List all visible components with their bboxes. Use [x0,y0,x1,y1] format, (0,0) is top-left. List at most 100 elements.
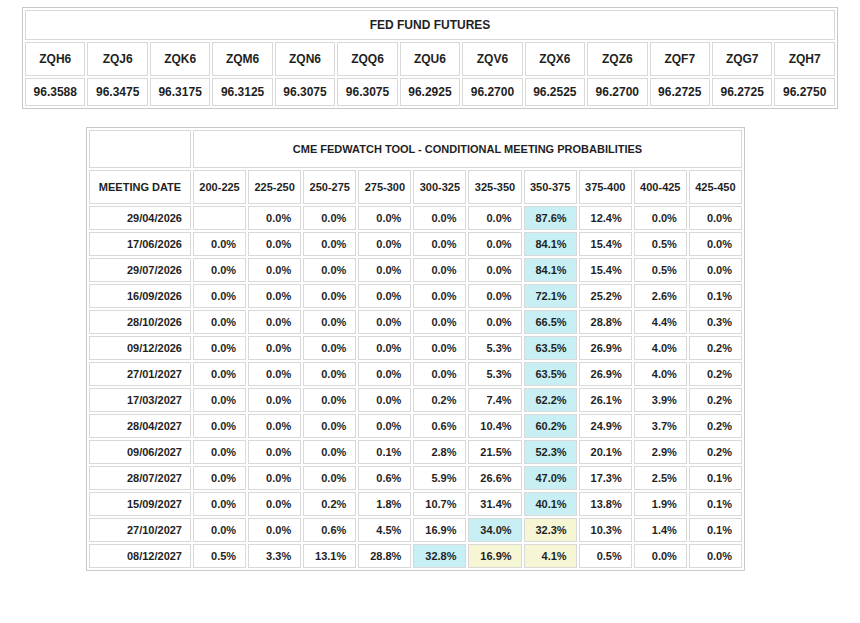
probability-cell: 0.0% [358,362,411,386]
probability-cell: 13.1% [303,544,356,568]
probability-cell: 5.3% [468,336,521,360]
meeting-date-cell: 28/10/2026 [89,310,191,334]
probability-cell: 0.2% [413,388,466,412]
probability-cell: 5.3% [468,362,521,386]
futures-header-row: ZQH6ZQJ6ZQK6ZQM6ZQN6ZQQ6ZQU6ZQV6ZQX6ZQZ6… [25,42,835,76]
probability-cell: 0.0% [248,388,301,412]
corner-cell [89,130,191,168]
probability-cell: 0.0% [468,310,521,334]
futures-contract-header: ZQG7 [712,42,772,76]
meeting-date-cell: 27/10/2027 [89,518,191,542]
probability-cell: 0.0% [358,206,411,230]
probability-cell: 0.6% [303,518,356,542]
futures-contract-header: ZQH6 [25,42,85,76]
probability-cell: 2.9% [634,440,687,464]
probability-cell: 28.8% [579,310,632,334]
probability-cell: 0.5% [579,544,632,568]
probability-cell: 62.2% [524,388,577,412]
rate-range-header: 300-325 [413,170,466,204]
fedwatch-title-row: CME FEDWATCH TOOL - CONDITIONAL MEETING … [89,130,742,168]
futures-table-title: FED FUND FUTURES [25,10,835,40]
probability-cell: 17.3% [579,466,632,490]
probability-cell: 0.2% [689,362,742,386]
probability-cell: 47.0% [524,466,577,490]
probability-cell: 0.0% [248,258,301,282]
fedwatch-row: 17/06/20260.0%0.0%0.0%0.0%0.0%0.0%84.1%1… [89,232,742,256]
fedwatch-row: 29/04/20260.0%0.0%0.0%0.0%0.0%87.6%12.4%… [89,206,742,230]
probability-cell: 0.0% [248,206,301,230]
probability-cell: 12.4% [579,206,632,230]
probability-cell: 0.0% [193,492,246,516]
fedwatch-row: 15/09/20270.0%0.0%0.2%1.8%10.7%31.4%40.1… [89,492,742,516]
probability-cell: 0.0% [358,388,411,412]
probability-cell: 2.5% [634,466,687,490]
meeting-date-cell: 28/07/2027 [89,466,191,490]
probability-cell: 0.5% [634,258,687,282]
meeting-date-cell: 09/06/2027 [89,440,191,464]
probability-cell: 0.0% [248,466,301,490]
probability-cell: 0.6% [413,414,466,438]
futures-price-cell: 96.2700 [462,78,522,106]
probability-cell: 0.0% [193,466,246,490]
probability-cell: 63.5% [524,336,577,360]
probability-cell: 0.0% [303,414,356,438]
probability-cell: 0.1% [689,284,742,308]
probability-cell: 3.3% [248,544,301,568]
meeting-date-cell: 28/04/2027 [89,414,191,438]
probability-cell: 63.5% [524,362,577,386]
probability-cell: 0.0% [303,284,356,308]
probability-cell: 0.0% [303,466,356,490]
probability-cell: 0.1% [689,518,742,542]
futures-contract-header: ZQU6 [400,42,460,76]
meeting-date-header: MEETING DATE [89,170,191,204]
probability-cell: 15.4% [579,258,632,282]
probability-cell: 0.1% [689,492,742,516]
rate-range-header: 425-450 [689,170,742,204]
probability-cell: 0.0% [358,232,411,256]
probability-cell: 1.4% [634,518,687,542]
probability-cell: 0.0% [193,518,246,542]
probability-cell: 10.4% [468,414,521,438]
probability-cell: 0.0% [358,414,411,438]
probability-cell: 60.2% [524,414,577,438]
probability-cell: 21.5% [468,440,521,464]
fedwatch-row: 28/10/20260.0%0.0%0.0%0.0%0.0%0.0%66.5%2… [89,310,742,334]
probability-cell: 72.1% [524,284,577,308]
fedwatch-row: 29/07/20260.0%0.0%0.0%0.0%0.0%0.0%84.1%1… [89,258,742,282]
fedwatch-row: 28/04/20270.0%0.0%0.0%0.0%0.6%10.4%60.2%… [89,414,742,438]
probability-cell: 0.0% [303,440,356,464]
probability-cell: 0.0% [358,336,411,360]
probability-cell: 16.9% [468,544,521,568]
futures-price-cell: 96.3475 [87,78,147,106]
probability-cell: 0.0% [193,440,246,464]
probability-cell: 87.6% [524,206,577,230]
probability-cell: 0.0% [634,544,687,568]
probability-cell: 0.0% [248,284,301,308]
probability-cell: 0.2% [689,414,742,438]
futures-price-cell: 96.2525 [525,78,585,106]
probability-cell: 0.0% [303,336,356,360]
rate-range-header: 325-350 [468,170,521,204]
probability-cell: 3.9% [634,388,687,412]
probability-cell: 0.0% [193,258,246,282]
fedwatch-row: 27/10/20270.0%0.0%0.6%4.5%16.9%34.0%32.3… [89,518,742,542]
probability-cell: 0.0% [193,284,246,308]
probability-cell: 0.0% [193,336,246,360]
probability-cell: 0.0% [689,258,742,282]
fedwatch-row: 09/06/20270.0%0.0%0.0%0.1%2.8%21.5%52.3%… [89,440,742,464]
futures-contract-header: ZQF7 [650,42,710,76]
meeting-date-cell: 29/07/2026 [89,258,191,282]
futures-price-cell: 96.3175 [150,78,210,106]
futures-price-cell: 96.3075 [275,78,335,106]
futures-price-cell: 96.2750 [774,78,835,106]
probability-cell: 0.0% [634,206,687,230]
probability-cell: 10.7% [413,492,466,516]
rate-range-header: 350-375 [524,170,577,204]
futures-value-row: 96.358896.347596.317596.312596.307596.30… [25,78,835,106]
probability-cell: 0.0% [193,232,246,256]
fedwatch-row: 27/01/20270.0%0.0%0.0%0.0%0.0%5.3%63.5%2… [89,362,742,386]
probability-cell: 2.6% [634,284,687,308]
fedwatch-row: 09/12/20260.0%0.0%0.0%0.0%0.0%5.3%63.5%2… [89,336,742,360]
probability-cell: 4.0% [634,336,687,360]
probability-cell: 66.5% [524,310,577,334]
